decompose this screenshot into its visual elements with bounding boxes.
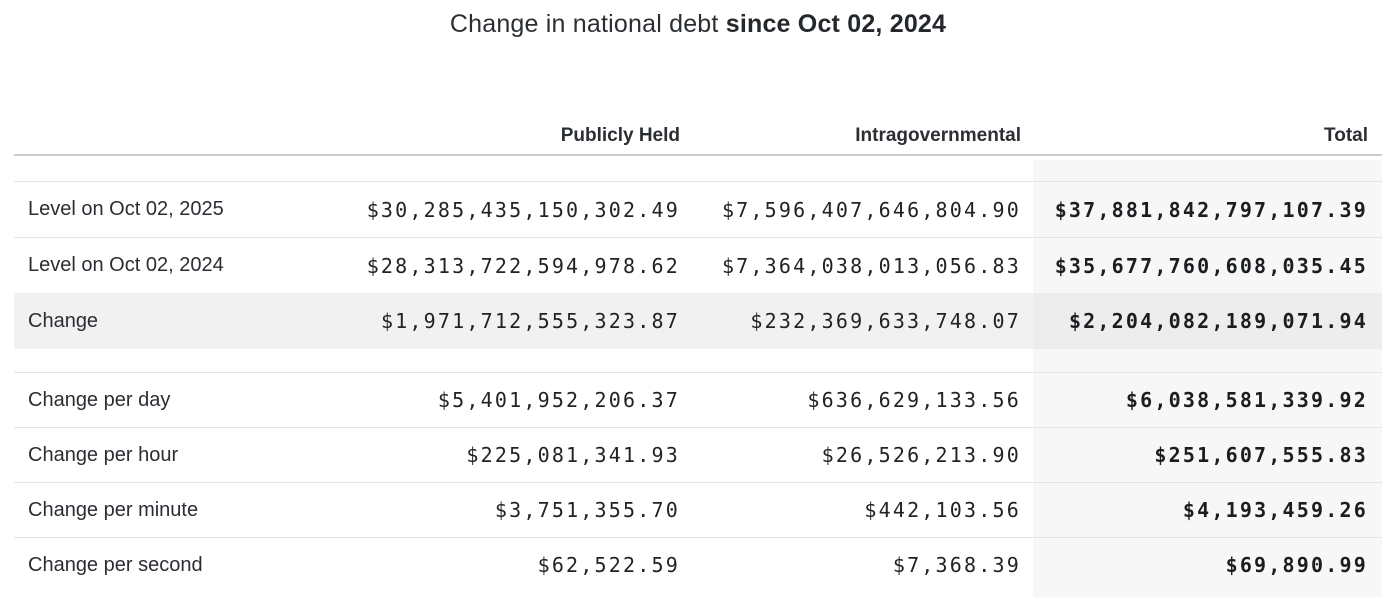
rates-section: Change per day $5,401,952,206.37 $636,62… <box>14 372 1382 592</box>
row-label: Change per day <box>28 388 171 411</box>
intragovernmental-value: $232,369,633,748.07 <box>750 309 1021 333</box>
total-value: $251,607,555.83 <box>1154 443 1368 467</box>
total-value: $35,677,760,608,035.45 <box>1054 253 1368 278</box>
row-label: Change per minute <box>28 498 199 521</box>
header-intragovernmental: Intragovernmental <box>855 125 1021 146</box>
row-label: Change <box>28 309 99 332</box>
page-title-normal: Change in national debt <box>449 10 719 38</box>
table-row-change-per-minute: Change per minute $3,751,355.70 $442,103… <box>14 482 1382 537</box>
page-title-bold: since Oct 02, 2024 <box>725 10 947 38</box>
total-value: $2,204,082,189,071.94 <box>1033 293 1382 349</box>
table-row-level-2025: Level on Oct 02, 2025 $30,285,435,150,30… <box>14 181 1382 237</box>
row-label: Change per second <box>28 553 203 576</box>
publicly-held-value: $3,751,355.70 <box>494 498 680 522</box>
total-value: $6,038,581,339.92 <box>1125 388 1368 412</box>
total-value: $37,881,842,797,107.39 <box>1054 197 1368 222</box>
publicly-held-value: $1,971,712,555,323.87 <box>380 309 680 333</box>
intragovernmental-value: $7,596,407,646,804.90 <box>721 197 1021 222</box>
page-title: Change in national debt since Oct 02, 20… <box>0 0 1396 41</box>
row-label: Level on Oct 02, 2025 <box>28 198 224 220</box>
row-label: Level on Oct 02, 2024 <box>28 254 224 276</box>
debt-table: Publicly Held Intragovernmental Total Le… <box>14 108 1382 597</box>
table-header-row: Publicly Held Intragovernmental Total <box>14 108 1382 156</box>
intragovernmental-value: $636,629,133.56 <box>807 388 1021 412</box>
publicly-held-value: $62,522.59 <box>537 553 680 577</box>
publicly-held-value: $30,285,435,150,302.49 <box>366 197 680 222</box>
total-value: $69,890.99 <box>1225 553 1368 577</box>
table-row-change-per-second: Change per second $62,522.59 $7,368.39 $… <box>14 537 1382 592</box>
publicly-held-value: $5,401,952,206.37 <box>437 388 680 412</box>
intragovernmental-value: $7,364,038,013,056.83 <box>721 253 1021 278</box>
table-row-change-per-day: Change per day $5,401,952,206.37 $636,62… <box>14 372 1382 427</box>
intragovernmental-value: $26,526,213.90 <box>821 443 1021 467</box>
header-total: Total <box>1324 125 1368 146</box>
header-publicly-held: Publicly Held <box>560 125 680 146</box>
row-label: Change per hour <box>28 443 179 466</box>
total-value: $4,193,459.26 <box>1182 498 1368 522</box>
table-row-level-2024: Level on Oct 02, 2024 $28,313,722,594,97… <box>14 237 1382 293</box>
total-value-text: $2,204,082,189,071.94 <box>1068 309 1368 333</box>
intragovernmental-value: $7,368.39 <box>892 553 1021 577</box>
publicly-held-value: $225,081,341.93 <box>466 443 680 467</box>
intragovernmental-value: $442,103.56 <box>864 498 1021 522</box>
levels-section: Level on Oct 02, 2025 $30,285,435,150,30… <box>14 181 1382 349</box>
total-column-band <box>1033 160 1382 597</box>
publicly-held-value: $28,313,722,594,978.62 <box>366 253 680 278</box>
table-row-change-per-hour: Change per hour $225,081,341.93 $26,526,… <box>14 427 1382 482</box>
table-row-change: Change $1,971,712,555,323.87 $232,369,63… <box>14 293 1382 349</box>
